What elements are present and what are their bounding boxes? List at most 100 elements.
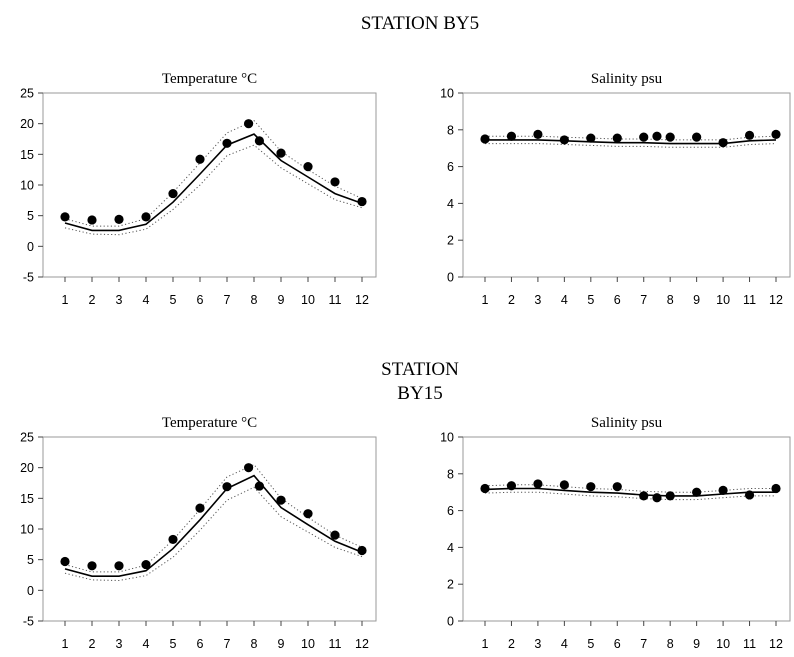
data-point xyxy=(665,132,675,142)
panel-title: Salinity psu xyxy=(591,71,663,87)
data-point xyxy=(506,131,517,141)
y-tick-label: 0 xyxy=(447,271,454,285)
y-tick-label: 0 xyxy=(27,584,34,598)
x-tick-label: 8 xyxy=(667,293,674,307)
data-point xyxy=(559,135,569,145)
x-tick-label: 9 xyxy=(693,293,700,307)
y-tick-label: 20 xyxy=(20,117,34,131)
x-tick-label: 4 xyxy=(143,637,150,651)
range-line xyxy=(64,119,363,227)
data-point xyxy=(276,148,286,158)
x-tick-label: 1 xyxy=(482,637,489,651)
x-tick-label: 9 xyxy=(278,293,285,307)
x-tick-label: 10 xyxy=(301,637,315,651)
x-tick-label: 3 xyxy=(116,637,123,651)
y-tick-label: 5 xyxy=(27,553,34,567)
x-tick-label: 2 xyxy=(89,637,96,651)
mean-line xyxy=(64,133,363,232)
x-tick-label: 8 xyxy=(667,637,674,651)
x-tick-label: 1 xyxy=(62,637,69,651)
data-point xyxy=(718,485,728,495)
plot-frame xyxy=(462,92,791,278)
y-tick-label: 4 xyxy=(447,541,454,555)
data-point xyxy=(195,154,205,164)
data-point xyxy=(612,133,622,143)
x-tick-label: 11 xyxy=(329,293,342,307)
range-line xyxy=(64,486,363,582)
panel-title: Salinity psu xyxy=(591,415,663,431)
x-tick-label: 3 xyxy=(116,293,123,307)
data-point xyxy=(692,132,702,142)
data-point xyxy=(533,479,543,489)
data-point xyxy=(254,136,264,146)
x-tick-label: 7 xyxy=(640,637,647,651)
data-point xyxy=(87,215,97,225)
x-tick-label: 6 xyxy=(197,293,204,307)
x-tick-label: 2 xyxy=(508,637,515,651)
data-point xyxy=(639,132,649,142)
data-point xyxy=(303,509,313,519)
x-tick-label: 5 xyxy=(170,293,177,307)
station-title: STATION BY5 xyxy=(361,13,479,34)
data-point xyxy=(771,483,781,494)
data-point xyxy=(480,483,490,494)
x-tick-label: 1 xyxy=(482,293,489,307)
station-titles: STATION BY5 STATION BY15 xyxy=(361,13,479,404)
data-point xyxy=(141,212,151,222)
x-tick-label: 10 xyxy=(301,293,315,307)
data-point xyxy=(60,556,70,567)
y-tick-label: 10 xyxy=(440,87,454,101)
data-point xyxy=(114,561,124,571)
data-point xyxy=(586,482,596,492)
data-point xyxy=(60,212,70,222)
y-tick-label: 8 xyxy=(447,123,454,137)
data-point xyxy=(244,463,254,473)
x-tick-label: 4 xyxy=(143,293,150,307)
y-tick-label: 0 xyxy=(27,240,34,254)
data-point xyxy=(222,138,232,148)
x-tick-label: 6 xyxy=(614,293,621,307)
panel-title: Temperature °C xyxy=(162,415,257,431)
data-point xyxy=(506,481,517,491)
y-tick-label: -5 xyxy=(23,271,34,285)
x-tick-label: 3 xyxy=(534,637,541,651)
y-tick-label: 25 xyxy=(20,431,34,445)
x-tick-label: 3 xyxy=(534,293,541,307)
data-point xyxy=(276,495,286,505)
y-tick-label: 0 xyxy=(447,615,454,629)
y-tick-label: 10 xyxy=(20,523,34,537)
x-tick-label: 11 xyxy=(743,637,756,651)
data-point xyxy=(195,503,205,513)
data-point xyxy=(652,493,662,503)
x-tick-label: 10 xyxy=(716,293,730,307)
plot-frame xyxy=(42,436,377,622)
y-tick-label: 10 xyxy=(20,179,34,193)
y-tick-label: 25 xyxy=(20,87,34,101)
x-tick-label: 12 xyxy=(769,637,783,651)
x-tick-label: 5 xyxy=(170,637,177,651)
range-line xyxy=(485,143,777,148)
data-point xyxy=(586,133,596,143)
data-point xyxy=(168,188,178,199)
mean-line xyxy=(484,487,776,497)
data-point xyxy=(639,491,649,501)
x-tick-label: 12 xyxy=(769,293,783,307)
range-line xyxy=(64,463,363,573)
x-tick-label: 7 xyxy=(640,293,647,307)
data-point xyxy=(330,530,340,540)
x-tick-label: 2 xyxy=(508,293,515,307)
data-point xyxy=(303,162,313,172)
data-point xyxy=(141,559,151,570)
data-point xyxy=(612,482,622,492)
x-tick-label: 12 xyxy=(355,637,369,651)
x-tick-label: 9 xyxy=(278,637,285,651)
x-tick-label: 7 xyxy=(224,293,231,307)
station-title: STATION xyxy=(381,359,459,380)
data-point xyxy=(652,131,662,141)
x-tick-label: 6 xyxy=(197,637,204,651)
